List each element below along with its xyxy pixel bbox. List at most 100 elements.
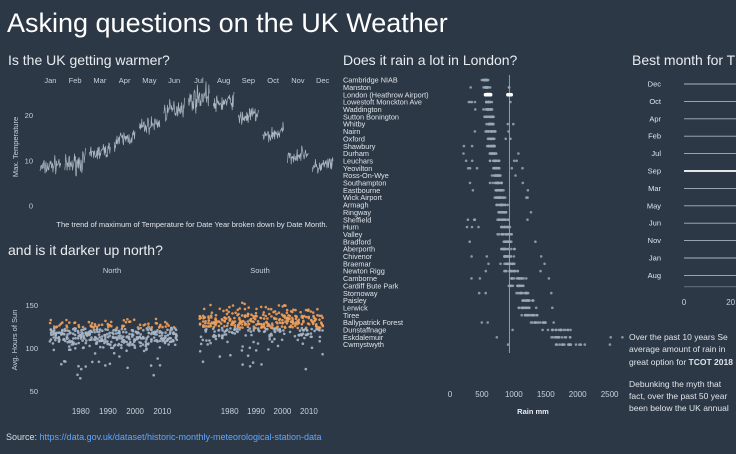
rain-point	[525, 277, 528, 280]
sun-point	[170, 328, 174, 331]
sun-point	[280, 325, 284, 328]
sun-point	[310, 335, 313, 339]
rain-point	[521, 181, 525, 185]
sun-point	[317, 328, 321, 332]
sun-point	[238, 328, 241, 331]
sun-point	[234, 311, 237, 314]
sun-point	[293, 334, 297, 338]
sun-point	[93, 352, 97, 355]
rain-point	[507, 86, 511, 89]
rain-point	[495, 181, 499, 185]
sun-point	[92, 326, 95, 329]
rain-point	[485, 130, 488, 133]
rain-station-label: Sheffield	[343, 215, 371, 224]
rain-point	[485, 255, 489, 258]
sun-point	[72, 337, 75, 340]
rain-point	[502, 211, 505, 214]
sun-point	[240, 320, 244, 324]
sun-point	[247, 322, 251, 326]
rain-point	[482, 86, 485, 89]
sun-point	[224, 333, 228, 336]
sun-point	[247, 306, 250, 309]
temp-month-series	[188, 81, 210, 114]
sun-point	[127, 320, 131, 324]
rain-point	[494, 152, 498, 155]
rain-station-label: Wick Airport	[343, 193, 382, 202]
sun-point	[174, 335, 178, 338]
rain-station-label: Cwmystwyth	[343, 340, 384, 349]
sun-point	[156, 357, 159, 360]
rain-point	[498, 218, 501, 221]
sun-point	[250, 333, 253, 337]
sun-point	[161, 325, 164, 329]
tcot-chart[interactable]: Dec Oct Apr Feb Jul Sep Mar May Jun Nov Jan Aug 0 20	[628, 70, 736, 310]
temperature-chart[interactable]: Jan Feb Mar Apr May Jun Jul Aug Sep Oct Nov Dec 0 10 2…	[0, 70, 338, 236]
sun-point	[262, 313, 265, 317]
sun-point	[110, 324, 113, 328]
sun-xtick-label: 2010	[153, 407, 171, 416]
sun-point	[243, 323, 247, 326]
sun-point	[297, 318, 301, 321]
rain-station-label: Dunstaffnage	[343, 326, 386, 335]
rain-point	[534, 321, 538, 324]
rain-point	[519, 291, 522, 295]
sun-chart[interactable]: North South 50 100 150 Avg. Hours of Sun 1980 1…	[0, 258, 338, 428]
rain-station-label: Camborne	[343, 274, 377, 283]
tcot-xtick-label: 0	[682, 298, 687, 307]
rain-point	[469, 100, 472, 104]
sun-point	[198, 350, 202, 353]
tcot-paragraph-1: Over the past 10 years Se average amount…	[629, 331, 736, 368]
sun-point	[248, 346, 252, 350]
sun-point	[304, 308, 308, 312]
sun-point	[218, 307, 222, 311]
rain-point	[520, 277, 524, 280]
tcot-month-label: May	[647, 201, 661, 210]
tcot-paragraph-2: Debunking the myth that fact, over the p…	[629, 378, 736, 415]
sun-point	[158, 346, 162, 349]
rain-point	[509, 284, 513, 288]
sun-point	[164, 331, 167, 334]
sun-point	[114, 343, 117, 347]
sun-point	[283, 326, 287, 330]
sun-point	[259, 316, 263, 320]
rain-point	[621, 336, 624, 339]
rain-point	[533, 313, 536, 317]
sun-point	[142, 349, 146, 353]
sun-point	[204, 321, 207, 325]
rain-xtick-label: 2500	[601, 390, 619, 399]
rain-point	[568, 336, 572, 339]
sun-point	[49, 331, 53, 335]
sun-point	[214, 317, 217, 320]
sun-point	[252, 340, 255, 344]
sun-point	[106, 328, 109, 331]
sun-point	[74, 347, 77, 350]
sun-point	[67, 329, 71, 333]
temp-month-series	[287, 145, 309, 165]
sun-point	[122, 319, 126, 322]
rain-point	[507, 233, 510, 236]
source-link[interactable]: https://data.gov.uk/dataset/historic-mon…	[39, 432, 322, 442]
sun-point	[139, 341, 143, 345]
rain-point	[495, 203, 498, 207]
rain-point	[566, 328, 570, 332]
sun-point	[267, 348, 270, 351]
rain-point	[510, 277, 513, 280]
sun-point	[296, 338, 300, 342]
rain-station-label: Nairn	[343, 127, 360, 136]
sun-point	[220, 318, 224, 321]
sun-point	[288, 330, 292, 334]
rain-station-label: Durham	[343, 149, 369, 158]
sun-point	[273, 330, 277, 334]
sun-point	[228, 319, 231, 322]
rain-point	[562, 328, 565, 332]
sun-point	[133, 344, 136, 347]
sun-point	[270, 315, 273, 318]
sun-point	[210, 311, 214, 314]
rain-point	[511, 269, 515, 273]
rain-point	[484, 108, 487, 111]
sun-point	[293, 324, 297, 328]
rain-point	[493, 159, 497, 163]
rain-point	[512, 122, 515, 126]
sun-point	[214, 334, 217, 338]
